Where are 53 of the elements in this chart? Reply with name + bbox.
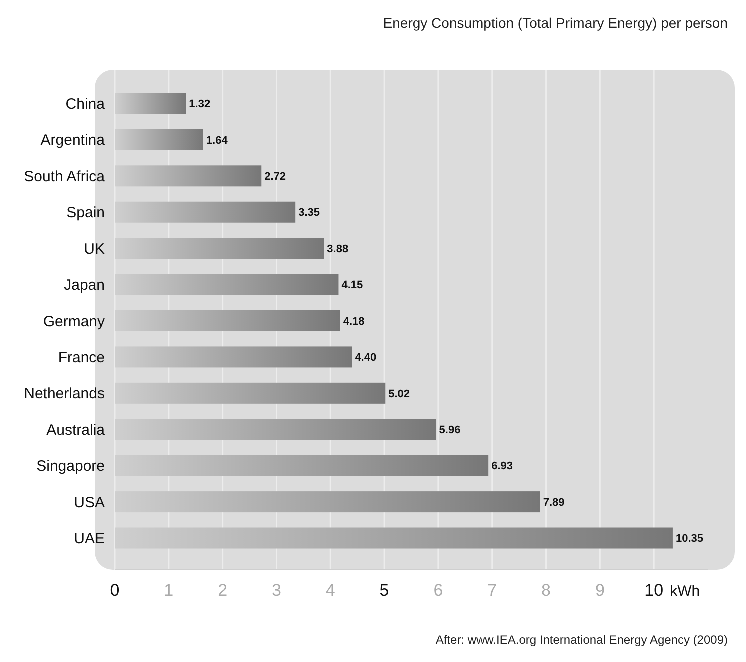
x-tick-label: 0 — [110, 581, 120, 600]
chart-title: Energy Consumption (Total Primary Energy) per person — [383, 15, 728, 31]
data-label: 2.72 — [264, 171, 286, 184]
y-tick-label: USA — [74, 494, 105, 512]
bar — [115, 238, 324, 260]
bar — [115, 382, 386, 404]
y-tick-label: China — [66, 96, 106, 113]
x-tick-label: 7 — [488, 581, 498, 600]
y-tick-label: Germany — [43, 313, 106, 330]
y-tick-label: South Africa — [24, 168, 106, 186]
bar — [115, 419, 436, 440]
y-tick-label: UK — [84, 240, 105, 258]
data-label: 5.96 — [439, 424, 461, 436]
y-tick-label: Netherlands — [24, 386, 105, 403]
data-label: 4.18 — [343, 316, 365, 328]
x-tick-label: 10 — [644, 581, 664, 600]
bar — [115, 528, 673, 549]
y-tick-label: France — [58, 349, 105, 366]
bar — [115, 492, 540, 513]
x-tick-label: 2 — [218, 581, 228, 600]
data-label: 3.35 — [298, 207, 320, 220]
x-tick-label: 3 — [272, 581, 282, 600]
bar — [115, 202, 296, 223]
data-label: 1.32 — [189, 98, 211, 111]
data-label: 4.40 — [355, 352, 377, 364]
data-label: 7.89 — [543, 496, 565, 509]
x-tick-label: 8 — [542, 581, 552, 600]
y-tick-label: Japan — [64, 277, 105, 294]
data-label: 10.35 — [676, 533, 704, 546]
data-label: 5.02 — [388, 388, 410, 400]
x-tick-label: 6 — [434, 581, 444, 600]
data-label: 4.15 — [342, 280, 364, 292]
bar — [115, 346, 352, 368]
bar — [115, 455, 489, 476]
x-tick-label: 5 — [380, 581, 390, 600]
text: After: www.IEA.org International Energy Agency (2009) — [436, 633, 728, 647]
x-tick-label: 9 — [595, 581, 605, 600]
bar — [115, 310, 340, 332]
y-tick-label: Argentina — [40, 132, 106, 150]
bar — [115, 166, 262, 187]
y-tick-label: UAE — [74, 530, 105, 548]
y-tick-label: Australia — [46, 422, 106, 439]
y-tick-label: Spain — [66, 204, 105, 222]
bar — [115, 129, 204, 150]
y-tick-label: Singapore — [36, 458, 105, 476]
bar — [115, 93, 186, 114]
data-label: 6.93 — [492, 460, 514, 473]
x-tick-label: 4 — [326, 581, 336, 600]
x-tick-label: 1 — [164, 581, 174, 600]
data-label: 3.88 — [327, 243, 349, 256]
data-label: 1.64 — [206, 134, 229, 147]
x-axis-title: kWh — [670, 583, 700, 600]
bar — [115, 274, 339, 296]
